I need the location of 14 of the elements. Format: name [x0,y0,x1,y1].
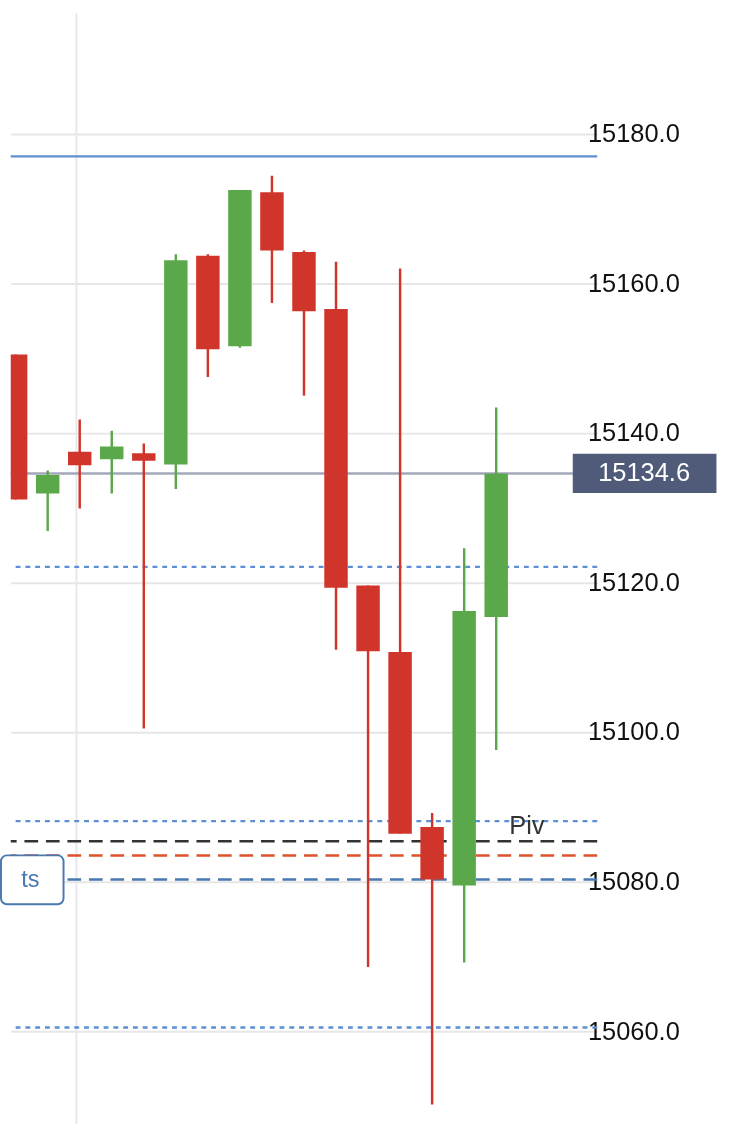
candlestick [100,429,124,495]
candlestick [132,442,156,730]
candlestick [35,469,60,533]
y-tick-label: 15100.0 [587,717,680,746]
candlestick [67,418,92,510]
y-tick-label: 15060.0 [587,1016,680,1045]
ref-line-label: Piv [509,811,545,840]
annotation: ts [21,865,40,892]
y-tick-label: 15080.0 [587,866,680,895]
ref-line-label: 15134.6 [598,458,691,487]
y-tick-label: 15140.0 [587,418,680,447]
y-tick-label: 15160.0 [587,268,680,297]
y-tick-label: 15120.0 [587,567,680,596]
y-tick-label: 15180.0 [587,119,680,148]
